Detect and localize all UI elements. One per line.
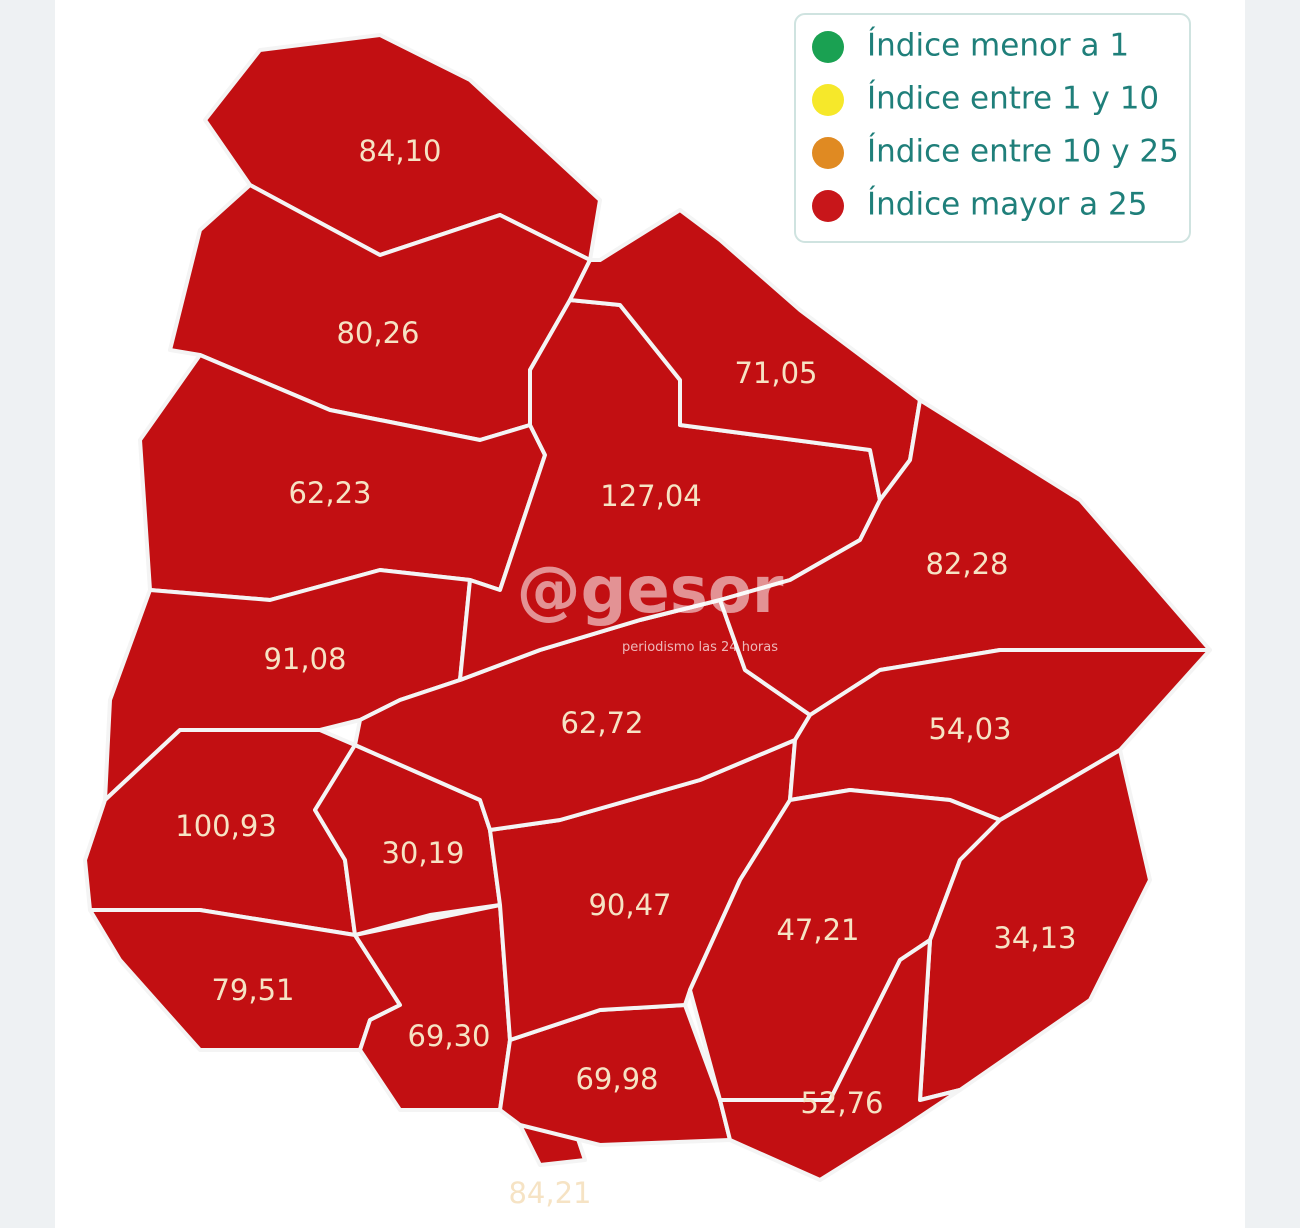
department-value: 84,10 [358, 134, 441, 168]
labels: 84,10 80,26 62,23 91,08 100,93 79,51 30,19 69,3… [175, 134, 1076, 1210]
legend-dot [812, 137, 844, 169]
department-value: 69,30 [407, 1019, 490, 1053]
department [568, 208, 922, 502]
department [718, 938, 962, 1182]
legend-box [794, 13, 1191, 243]
right-margin [1245, 0, 1300, 1228]
department-value: 62,72 [560, 706, 643, 740]
department-value: 47,21 [776, 913, 859, 947]
left-margin [0, 0, 55, 1228]
department-value: 62,23 [288, 476, 371, 510]
department-value: 34,13 [993, 921, 1076, 955]
legend-dot [812, 190, 844, 222]
legend-label: Índice mayor a 25 [867, 187, 1147, 223]
department-value: 82,28 [925, 547, 1008, 581]
department-value: 52,76 [800, 1086, 883, 1120]
legend: Índice menor a 1 Índice entre 1 y 10 Índic… [812, 28, 1179, 223]
department-value: 71,05 [734, 356, 817, 390]
department-value: 69,98 [575, 1062, 658, 1096]
legend-dot [812, 84, 844, 116]
legend-label: Índice menor a 1 [867, 28, 1129, 64]
department-value: 54,03 [928, 712, 1011, 746]
legend-label: Índice entre 1 y 10 [867, 81, 1159, 117]
department-value: 80,26 [336, 316, 419, 350]
regions [83, 33, 1212, 1182]
watermark-logo: @gesor [517, 554, 784, 628]
watermark-tagline: periodismo las 24 horas [622, 640, 778, 655]
department-value: 30,19 [381, 836, 464, 870]
department-value: 90,47 [588, 888, 671, 922]
legend-dot [812, 31, 844, 63]
department-value: 84,21 [508, 1176, 591, 1210]
department-value: 91,08 [263, 642, 346, 676]
department-value: 79,51 [211, 973, 294, 1007]
department-value: 127,04 [600, 479, 701, 513]
department-value: 100,93 [175, 809, 276, 843]
legend-label: Índice entre 10 y 25 [867, 134, 1179, 170]
